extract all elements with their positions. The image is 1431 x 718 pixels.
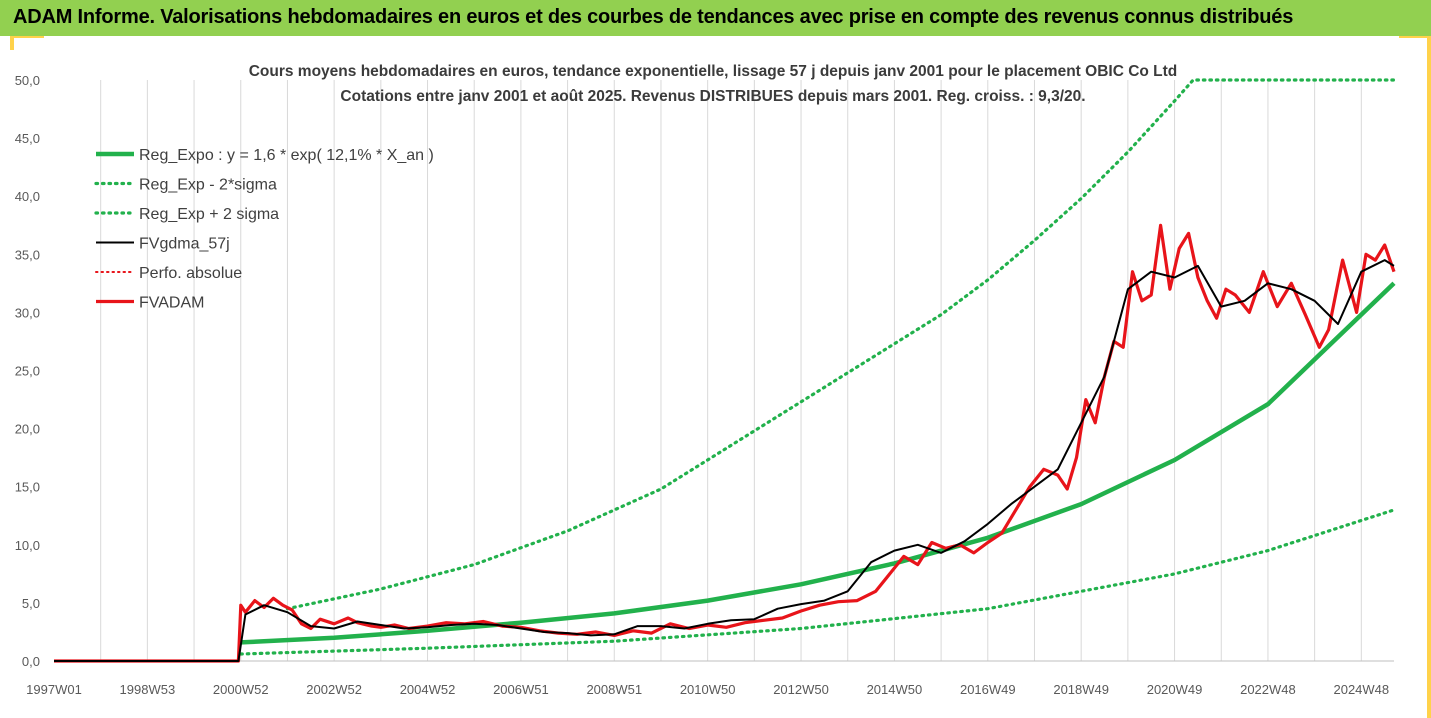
legend-label: FVADAM: [139, 295, 204, 312]
y-tick-label: 15,0: [15, 480, 40, 495]
series-line-reg-exp-2-sigma: [285, 78, 1396, 611]
x-tick-label: 2006W51: [493, 682, 549, 697]
legend-label: Reg_Exp + 2 sigma: [139, 206, 279, 223]
y-tick-label: 50,0: [15, 73, 40, 88]
banner-title: ADAM Informe. Valorisations hebdomadaire…: [13, 6, 1294, 28]
x-tick-label: 2024W48: [1333, 682, 1389, 697]
x-tick-label: 2004W52: [400, 682, 456, 697]
y-tick-label: 25,0: [15, 364, 40, 379]
chart-legend: Reg_Expo : y = 1,6 * exp( 12,1% * X_an )…: [94, 147, 434, 312]
legend-label: Perfo. absolue: [139, 265, 242, 282]
frame-edge-left-top: [10, 36, 14, 50]
axis-layer: 0,0 5,0 10,0 15,0 20,0 25,0 30,0 35,0 40,0 45,0 50…: [15, 73, 1394, 697]
x-tick-label: 2000W52: [213, 682, 269, 697]
legend-label: Reg_Exp - 2*sigma: [139, 177, 277, 194]
y-tick-label: 5,0: [22, 596, 40, 611]
y-tick-label: 35,0: [15, 247, 40, 262]
x-tick-label: 2022W48: [1240, 682, 1296, 697]
x-tick-label: 2018W49: [1053, 682, 1109, 697]
chart-title: Cours moyens hebdomadaires en euros, ten…: [249, 63, 1178, 80]
title-banner: ADAM Informe. Valorisations hebdomadaire…: [0, 0, 1431, 36]
x-tick-label: 2016W49: [960, 682, 1016, 697]
chart-subtitle: Cotations entre janv 2001 et août 2025. …: [340, 88, 1085, 105]
x-tick-label: 2012W50: [773, 682, 829, 697]
x-tick-label: 1997W01: [26, 682, 82, 697]
x-tick-label: 2014W50: [867, 682, 923, 697]
chart-frame: 0,0 5,0 10,0 15,0 20,0 25,0 30,0 35,0 40,0 45,0 50…: [14, 38, 1427, 718]
y-tick-label: 10,0: [15, 538, 40, 553]
x-tick-label: 2020W49: [1147, 682, 1203, 697]
y-tick-label: 0,0: [22, 654, 40, 669]
grid-layer: [100, 80, 1362, 661]
legend-label: Reg_Expo : y = 1,6 * exp( 12,1% * X_an ): [139, 147, 434, 164]
line-chart: 0,0 5,0 10,0 15,0 20,0 25,0 30,0 35,0 40,0 45,0 50…: [15, 63, 1396, 697]
series-layer: [54, 78, 1396, 663]
x-tick-label: 2010W50: [680, 682, 736, 697]
series-line-fvgdma-57j: [54, 259, 1395, 662]
y-tick-label: 30,0: [15, 305, 40, 320]
x-tick-label: 1998W53: [120, 682, 176, 697]
y-tick-label: 20,0: [15, 422, 40, 437]
x-tick-label: 2002W52: [306, 682, 362, 697]
y-tick-label: 40,0: [15, 189, 40, 204]
legend-label: FVgdma_57j: [139, 236, 230, 253]
series-line-reg-expo-y-1-6-exp-12-1-x-an: [240, 281, 1396, 645]
series-line-fvadam: [54, 223, 1396, 663]
y-tick-label: 45,0: [15, 131, 40, 146]
x-tick-label: 2008W51: [586, 682, 642, 697]
frame-edge-right: [1427, 36, 1431, 718]
